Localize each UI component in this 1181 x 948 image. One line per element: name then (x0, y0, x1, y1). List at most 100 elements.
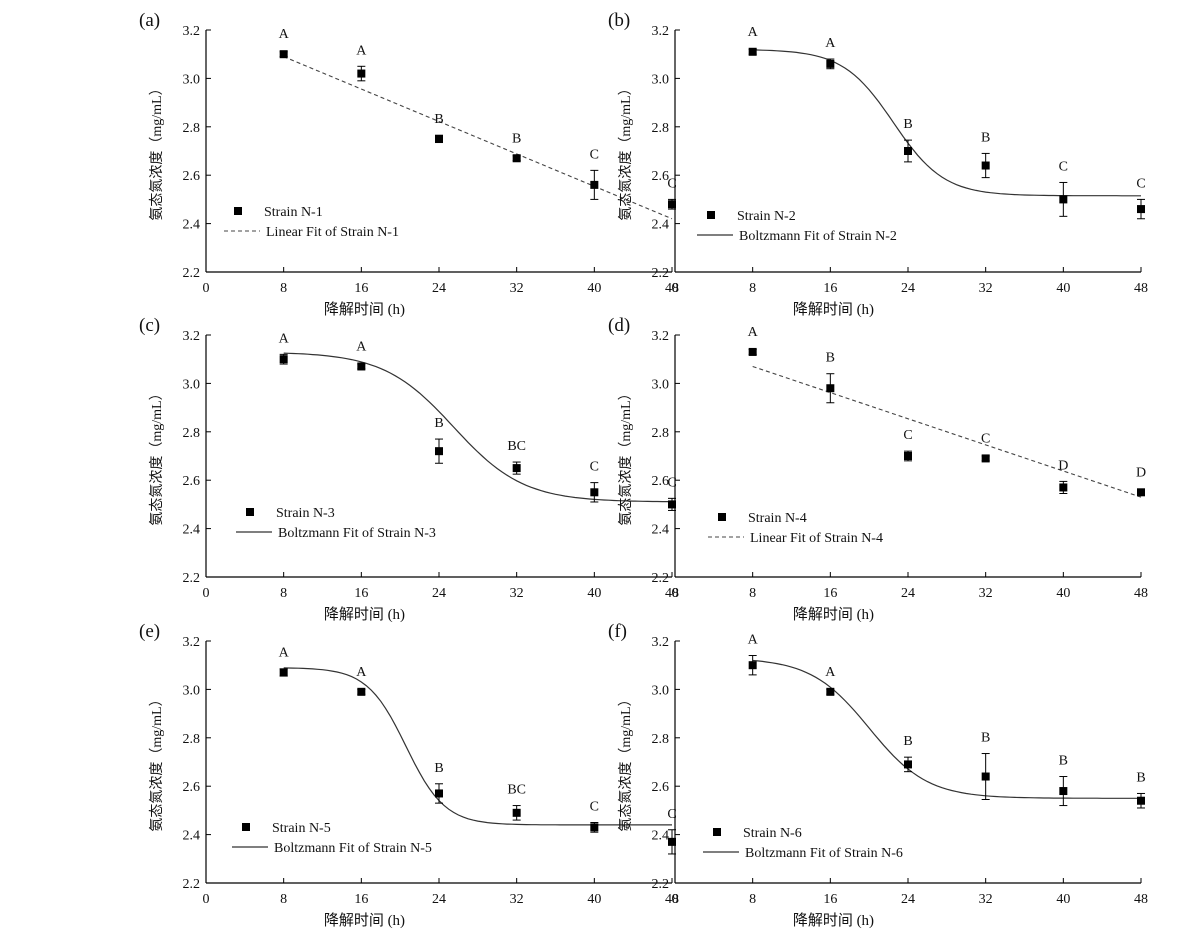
x-tick-label: 48 (665, 586, 679, 601)
panel-label: (c) (139, 315, 160, 336)
y-tick-label: 3.2 (652, 24, 670, 39)
y-tick-label: 2.8 (652, 732, 670, 747)
significance-label: A (279, 331, 290, 346)
y-tick-label: 2.6 (183, 169, 201, 184)
fit-curve (283, 352, 673, 503)
x-tick-label: 40 (1056, 281, 1070, 296)
data-point (826, 687, 835, 696)
data-point (981, 454, 990, 463)
significance-label: C (667, 176, 676, 191)
legend-label-fit: Boltzmann Fit of Strain N-5 (274, 841, 432, 856)
y-tick-label: 2.6 (183, 780, 201, 795)
x-tick-label: 16 (823, 892, 837, 907)
y-tick-label: 3.0 (183, 72, 201, 87)
data-point (590, 823, 599, 832)
data-point (357, 362, 366, 371)
x-tick-label: 8 (749, 281, 756, 296)
data-point (279, 50, 288, 59)
significance-label: B (903, 734, 912, 749)
panel-label: (e) (139, 621, 160, 642)
data-point (357, 69, 366, 78)
significance-label: B (434, 112, 443, 127)
y-tick-label: 2.8 (183, 426, 201, 441)
chart-panel: 0 8 16 24 32 40 482.22.42.62.83.03.2(f)降解时间 (h… (608, 621, 1148, 929)
data-point (279, 668, 288, 677)
x-tick-label: 32 (979, 892, 993, 907)
x-axis-title: 降解时间 (h) (793, 912, 874, 929)
y-tick-label: 3.2 (183, 24, 201, 39)
x-tick-label: 0 (672, 281, 679, 296)
x-tick-label: 16 (354, 586, 368, 601)
data-point (1059, 195, 1068, 204)
y-tick-label: 2.2 (652, 266, 670, 281)
data-point (748, 661, 757, 670)
x-tick-label: 40 (1056, 586, 1070, 601)
significance-label: C (590, 800, 599, 815)
significance-label: C (1059, 159, 1068, 174)
data-point (668, 500, 676, 509)
data-point (1059, 787, 1068, 796)
x-tick-label: 8 (749, 586, 756, 601)
y-tick-label: 2.4 (652, 829, 670, 844)
legend-marker (234, 207, 242, 215)
y-axis-title: 氨态氮浓度（mg/mL） (149, 81, 165, 220)
y-tick-label: 2.4 (652, 523, 670, 538)
x-tick-label: 16 (354, 892, 368, 907)
x-tick-label: 40 (587, 892, 601, 907)
x-tick-label: 16 (823, 586, 837, 601)
significance-label: A (825, 665, 836, 680)
data-point (826, 59, 835, 68)
x-tick-label: 40 (587, 586, 601, 601)
x-tick-label: 0 (203, 281, 210, 296)
y-axis-title: 氨态氮浓度（mg/mL） (149, 386, 165, 525)
legend-marker (713, 828, 721, 836)
y-tick-label: 2.4 (183, 218, 201, 233)
panel-label: (b) (608, 10, 630, 31)
significance-label: B (981, 130, 990, 145)
y-tick-label: 2.8 (652, 426, 670, 441)
data-point (668, 200, 676, 209)
x-tick-label: 8 (280, 892, 287, 907)
x-axis-title: 降解时间 (h) (324, 912, 405, 929)
x-tick-label: 0 (203, 586, 210, 601)
x-axis-title: 降解时间 (h) (324, 606, 405, 623)
significance-label: A (356, 339, 367, 354)
y-tick-label: 2.4 (183, 523, 201, 538)
x-tick-label: 48 (665, 281, 679, 296)
y-tick-label: 2.8 (183, 732, 201, 747)
fit-line (283, 56, 673, 220)
significance-label: A (279, 645, 290, 660)
legend-label-points: Strain N-6 (743, 826, 802, 841)
significance-label: B (981, 731, 990, 746)
y-tick-label: 2.6 (652, 169, 670, 184)
chart-panel: 0 8 16 24 32 40 482.22.42.62.83.03.2(a)降解时间 (h… (139, 10, 679, 318)
x-axis-title: 降解时间 (h) (793, 606, 874, 623)
data-point (435, 789, 443, 798)
x-tick-label: 8 (280, 281, 287, 296)
data-point (512, 154, 521, 163)
panel-label: (a) (139, 10, 160, 31)
x-tick-label: 48 (1134, 892, 1148, 907)
legend-label-fit: Boltzmann Fit of Strain N-6 (745, 846, 903, 861)
x-tick-label: 24 (432, 892, 446, 907)
x-tick-label: 48 (1134, 586, 1148, 601)
significance-label: A (356, 43, 367, 58)
legend-label-fit: Linear Fit of Strain N-1 (266, 225, 399, 240)
x-tick-label: 24 (432, 586, 446, 601)
data-point (435, 447, 443, 456)
y-tick-label: 2.4 (652, 218, 670, 233)
data-point (904, 760, 912, 769)
y-axis-title: 氨态氮浓度（mg/mL） (618, 692, 634, 831)
significance-label: B (1059, 754, 1068, 769)
y-tick-label: 2.6 (652, 474, 670, 489)
data-point (981, 161, 990, 170)
significance-label: D (1136, 465, 1146, 480)
legend-marker (707, 211, 715, 219)
data-point (512, 808, 521, 817)
x-tick-label: 0 (203, 892, 210, 907)
y-tick-label: 3.2 (652, 329, 670, 344)
y-axis-title: 氨态氮浓度（mg/mL） (618, 386, 634, 525)
significance-label: C (590, 147, 599, 162)
y-tick-label: 2.6 (652, 780, 670, 795)
legend-marker (718, 513, 726, 521)
